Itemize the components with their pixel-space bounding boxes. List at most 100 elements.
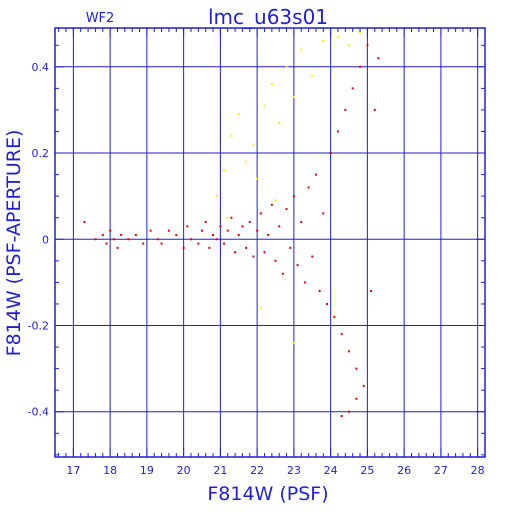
- x-tick-label: 26: [397, 464, 411, 477]
- red-data-point: [274, 259, 277, 262]
- yellow-data-point: [259, 307, 262, 310]
- plot-frame: [54, 27, 486, 458]
- yellow-data-point: [252, 143, 255, 146]
- x-tick-label: 28: [471, 464, 485, 477]
- yellow-data-point: [274, 199, 277, 202]
- yellow-data-point: [292, 341, 295, 344]
- red-data-point: [340, 415, 343, 418]
- red-data-point: [94, 238, 97, 241]
- x-tick-label: 20: [177, 464, 191, 477]
- red-data-point: [370, 290, 373, 293]
- yellow-data-point: [270, 83, 273, 86]
- red-data-point: [278, 225, 281, 228]
- red-data-point: [212, 233, 215, 236]
- yellow-data-point: [285, 65, 288, 68]
- red-data-point: [245, 246, 248, 249]
- red-data-point: [336, 130, 339, 133]
- panel-label: WF2: [86, 11, 115, 26]
- x-tick-label: 19: [140, 464, 154, 477]
- red-data-point: [197, 242, 200, 245]
- yellow-data-point: [263, 104, 266, 107]
- yellow-data-point: [256, 177, 259, 180]
- red-data-point: [303, 281, 306, 284]
- red-data-point: [377, 57, 380, 60]
- red-data-point: [355, 397, 358, 400]
- yellow-data-point: [215, 195, 218, 198]
- red-data-point: [156, 238, 159, 241]
- red-data-point: [314, 173, 317, 176]
- red-data-point: [351, 87, 354, 90]
- red-data-point: [340, 333, 343, 336]
- red-data-point: [344, 108, 347, 111]
- red-data-point: [289, 246, 292, 249]
- red-data-point: [292, 195, 295, 198]
- x-tick-label: 25: [360, 464, 374, 477]
- red-data-point: [160, 242, 163, 245]
- red-data-point: [189, 238, 192, 241]
- axis-ticks: [55, 28, 486, 457]
- chart-title: lmc_u63s01: [208, 5, 328, 29]
- red-data-point: [149, 229, 152, 232]
- red-data-point: [120, 233, 123, 236]
- red-data-point: [186, 225, 189, 228]
- x-tick-label: 27: [434, 464, 448, 477]
- red-data-point: [219, 225, 222, 228]
- red-data-point: [201, 229, 204, 232]
- red-data-point: [300, 221, 303, 224]
- x-tick-label: 23: [287, 464, 301, 477]
- red-data-point: [204, 221, 207, 224]
- y-tick-label: 0.4: [32, 61, 50, 74]
- red-data-point: [325, 302, 328, 305]
- red-data-point: [359, 65, 362, 68]
- red-data-point: [348, 410, 351, 413]
- red-data-point: [311, 255, 314, 258]
- y-tick-label: 0.2: [32, 147, 50, 160]
- red-data-point: [226, 229, 229, 232]
- x-tick-label: 24: [324, 464, 338, 477]
- x-tick-label: 18: [103, 464, 117, 477]
- red-data-point: [348, 350, 351, 353]
- x-tick-label: 21: [213, 464, 227, 477]
- red-data-point: [134, 233, 137, 236]
- yellow-data-point: [300, 48, 303, 51]
- red-data-point: [237, 233, 240, 236]
- red-data-point: [296, 264, 299, 267]
- red-data-point: [285, 208, 288, 211]
- red-data-point: [333, 315, 336, 318]
- red-data-point: [182, 246, 185, 249]
- red-data-point: [267, 233, 270, 236]
- red-data-point: [270, 203, 273, 206]
- red-data-point: [259, 212, 262, 215]
- yellow-data-point: [237, 113, 240, 116]
- yellow-data-point: [292, 95, 295, 98]
- red-data-point: [355, 367, 358, 370]
- red-data-point: [248, 221, 251, 224]
- red-data-point: [109, 229, 112, 232]
- red-data-point: [112, 238, 115, 241]
- red-data-point: [175, 233, 178, 236]
- red-data-point: [215, 238, 218, 241]
- red-data-point: [329, 152, 332, 155]
- red-data-point: [318, 290, 321, 293]
- red-data-point: [281, 272, 284, 275]
- red-data-point: [223, 242, 226, 245]
- red-data-point: [127, 238, 130, 241]
- red-data-point: [142, 242, 145, 245]
- yellow-data-point: [311, 74, 314, 77]
- y-axis-label: F814W (PSF-APERTURE): [3, 130, 25, 357]
- red-data-point: [263, 251, 266, 254]
- yellow-data-point: [230, 134, 233, 137]
- yellow-data-point: [348, 44, 351, 47]
- grid-lines: [55, 28, 485, 457]
- yellow-data-point: [359, 31, 362, 34]
- data-points: [83, 31, 380, 418]
- yellow-data-point: [245, 160, 248, 163]
- red-data-point: [366, 44, 369, 47]
- red-data-point: [167, 229, 170, 232]
- red-data-point: [362, 384, 365, 387]
- x-tick-label: 22: [250, 464, 264, 477]
- x-tick-label: 17: [66, 464, 80, 477]
- yellow-data-point: [226, 216, 229, 219]
- x-axis-label: F814W (PSF): [207, 483, 328, 505]
